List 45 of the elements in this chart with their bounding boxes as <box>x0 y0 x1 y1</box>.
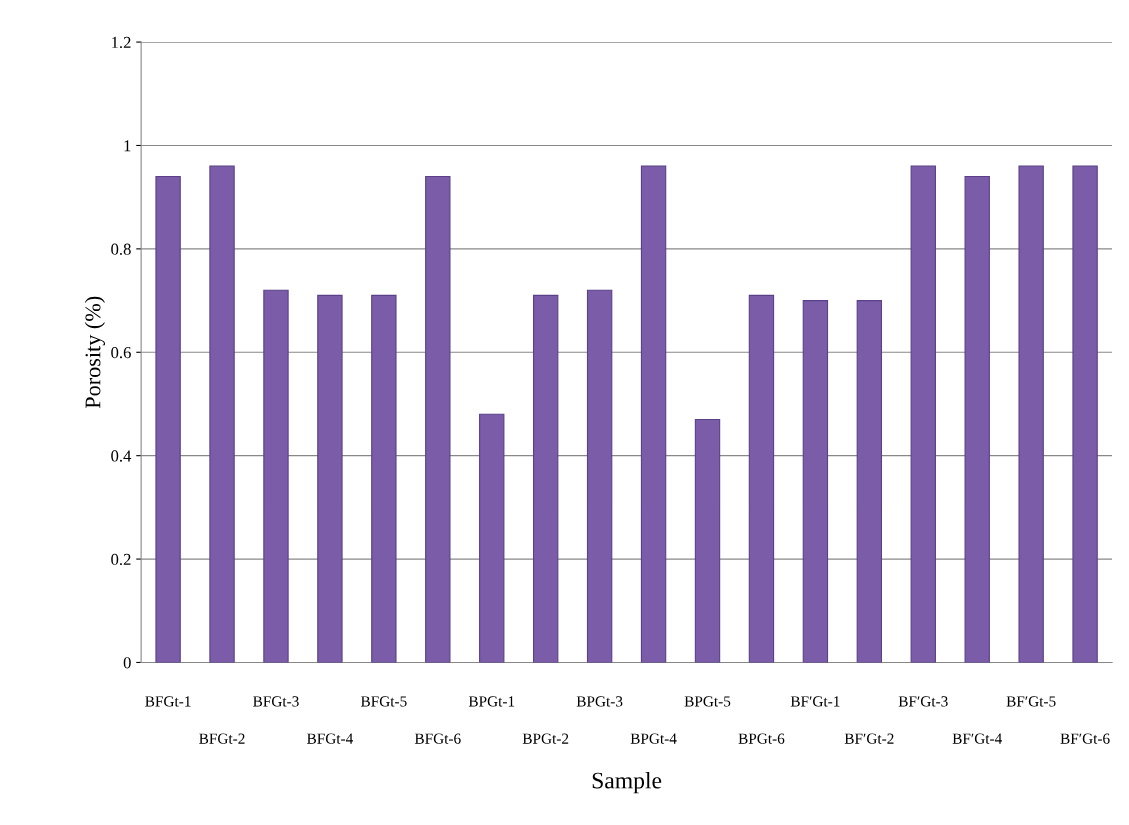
x-tick-label: BFGt-2 <box>199 733 245 744</box>
bar <box>964 175 990 663</box>
x-tick-label: BPGt-2 <box>522 733 569 744</box>
bar <box>748 294 775 663</box>
bar <box>263 289 289 663</box>
x-tick-label: BF′Gt-1 <box>790 696 840 707</box>
bar <box>209 165 235 663</box>
bar <box>155 175 181 663</box>
y-tick-label: 0 <box>123 657 131 669</box>
bar <box>694 418 721 663</box>
y-tick-label: 0.8 <box>111 243 131 255</box>
x-tick-label: BPGt-1 <box>468 696 515 707</box>
y-tick-label: 0.6 <box>111 346 131 359</box>
x-tick-label: BF′Gt-3 <box>898 696 948 707</box>
x-axis-title: Sample <box>592 771 662 794</box>
bar <box>586 289 613 663</box>
x-tick-label: BFGt-1 <box>145 696 191 707</box>
y-tick-label: 1 <box>124 140 131 152</box>
bar <box>1072 165 1098 663</box>
x-tick-label: BF′Gt-5 <box>1006 696 1056 707</box>
x-tick-label: BF′Gt-6 <box>1060 733 1110 744</box>
x-tick-label: BF′Gt-4 <box>952 733 1002 744</box>
bar <box>910 165 936 663</box>
x-tick-label: BFGt-4 <box>307 733 354 744</box>
y-axis-title: Porosity (%) <box>84 296 106 409</box>
x-tick-label: BF′Gt-2 <box>844 733 894 744</box>
x-tick-label: BPGt-5 <box>684 696 731 707</box>
bar <box>640 165 667 663</box>
bar <box>802 300 829 663</box>
y-tick-label: 1.2 <box>112 36 131 49</box>
y-tick-label: 0.2 <box>111 553 131 566</box>
bar <box>317 294 343 663</box>
x-tick-label: BPGt-4 <box>630 733 677 744</box>
bar <box>479 413 505 663</box>
x-tick-label: BFGt-3 <box>253 696 299 707</box>
bar <box>371 294 397 663</box>
x-tick-label: BPGt-6 <box>738 733 785 744</box>
bar <box>532 294 559 663</box>
x-tick-label: BFGt-6 <box>414 733 461 744</box>
x-tick-label: BFGt-5 <box>360 696 407 707</box>
bar <box>1018 165 1044 663</box>
bar <box>425 175 451 663</box>
bar <box>856 300 883 663</box>
x-tick-label: BPGt-3 <box>576 696 623 707</box>
y-tick-label: 0.4 <box>111 450 132 462</box>
